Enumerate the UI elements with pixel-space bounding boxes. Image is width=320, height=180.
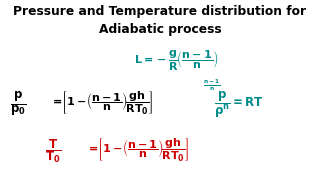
- Text: $\mathbf{\frac{n-1}{n}}$: $\mathbf{\frac{n-1}{n}}$: [203, 78, 221, 93]
- Text: $\mathbf{=\!\left[1-\!\left(\dfrac{n-1}{n}\right)\!\dfrac{gh}{RT_0}\right]}$: $\mathbf{=\!\left[1-\!\left(\dfrac{n-1}{…: [50, 90, 153, 117]
- Text: $\mathbf{=\!\left[1-\!\left(\dfrac{n-1}{n}\right)\!\dfrac{gh}{RT_0}\right]}$: $\mathbf{=\!\left[1-\!\left(\dfrac{n-1}{…: [86, 137, 190, 164]
- Text: $\mathbf{L = -\dfrac{g}{R}\!\left(\dfrac{n-1}{n}\right)}$: $\mathbf{L = -\dfrac{g}{R}\!\left(\dfrac…: [134, 48, 218, 72]
- Text: $\mathbf{\dfrac{T}{T_0}}$: $\mathbf{\dfrac{T}{T_0}}$: [45, 137, 61, 165]
- Text: $\mathbf{\dfrac{p}{p_0}}$: $\mathbf{\dfrac{p}{p_0}}$: [10, 90, 26, 118]
- Text: Pressure and Temperature distribution for: Pressure and Temperature distribution fo…: [13, 5, 307, 18]
- Text: Adiabatic process: Adiabatic process: [99, 23, 221, 36]
- Text: $\mathbf{\dfrac{p}{\rho^n} = RT}$: $\mathbf{\dfrac{p}{\rho^n} = RT}$: [214, 90, 264, 120]
